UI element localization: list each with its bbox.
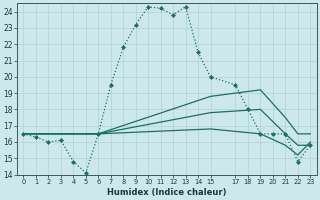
X-axis label: Humidex (Indice chaleur): Humidex (Indice chaleur) bbox=[107, 188, 227, 197]
